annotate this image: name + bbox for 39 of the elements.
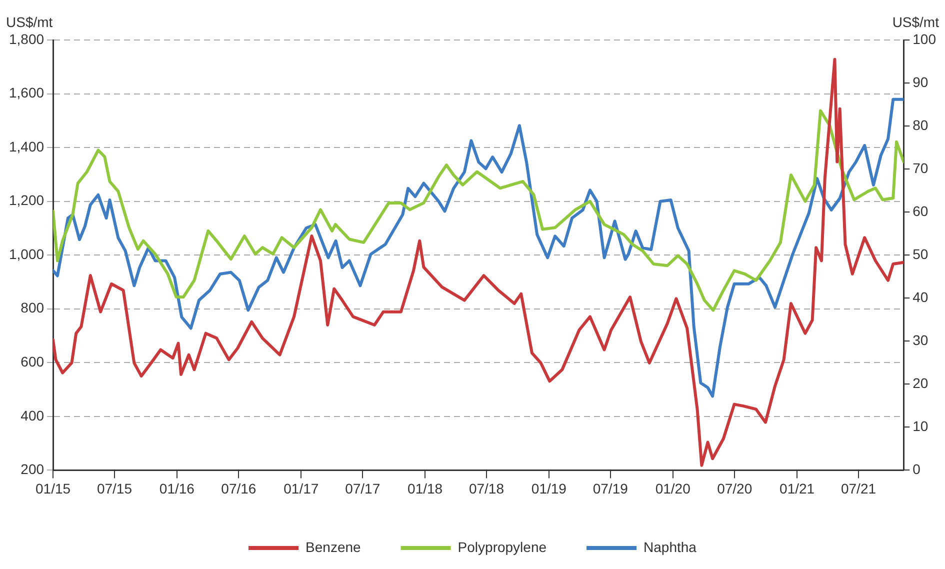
y-tick-label: 600 [20, 354, 44, 370]
x-tick-label: 01/18 [408, 480, 443, 496]
y2-axis-title: US$/mt [892, 14, 940, 30]
y2-tick-label: 80 [912, 116, 928, 133]
x-tick-label: 07/16 [221, 480, 256, 496]
y2-tick-label: 30 [912, 332, 928, 348]
x-tick-label: 01/20 [655, 480, 691, 496]
y2-tick-label: 60 [912, 202, 928, 219]
y-tick-label: 1,800 [8, 30, 44, 47]
x-tick-label: 01/17 [284, 480, 319, 496]
y2-tick-label: 90 [912, 74, 928, 90]
y2-tick-label: 20 [912, 375, 928, 392]
y-tick-label: 1,600 [8, 84, 44, 101]
y2-tick-label: 70 [912, 160, 928, 176]
x-tick-label: 07/19 [592, 480, 628, 496]
x-tick-label: 07/18 [468, 480, 504, 496]
y2-tick-label: 10 [912, 418, 928, 434]
x-tick-label: 01/15 [36, 480, 71, 496]
y-tick-label: 400 [20, 407, 44, 424]
x-tick-label: 01/16 [159, 480, 195, 496]
x-tick-label: 07/21 [840, 480, 876, 496]
y-axis-title: US$/mt [6, 14, 53, 30]
y-tick-label: 1,400 [8, 138, 44, 154]
x-tick-label: 07/17 [345, 480, 380, 496]
y-tick-label: 800 [20, 300, 44, 316]
x-tick-label: 01/19 [531, 480, 567, 496]
legend-label: Naphtha [644, 538, 697, 555]
y-tick-label: 200 [20, 461, 44, 478]
x-tick-label: 07/20 [717, 480, 752, 496]
y2-tick-label: 100 [912, 30, 936, 47]
y-tick-label: 1,200 [8, 192, 44, 208]
x-tick-label: 07/15 [96, 480, 132, 496]
x-tick-label: 01/21 [780, 480, 815, 496]
y2-tick-label: 0 [912, 461, 921, 478]
legend-label: Benzene [306, 538, 362, 555]
y2-tick-label: 40 [912, 288, 928, 305]
y-tick-label: 1,000 [8, 246, 44, 262]
legend-label: Polypropylene [458, 538, 547, 555]
y2-tick-label: 50 [912, 246, 928, 262]
